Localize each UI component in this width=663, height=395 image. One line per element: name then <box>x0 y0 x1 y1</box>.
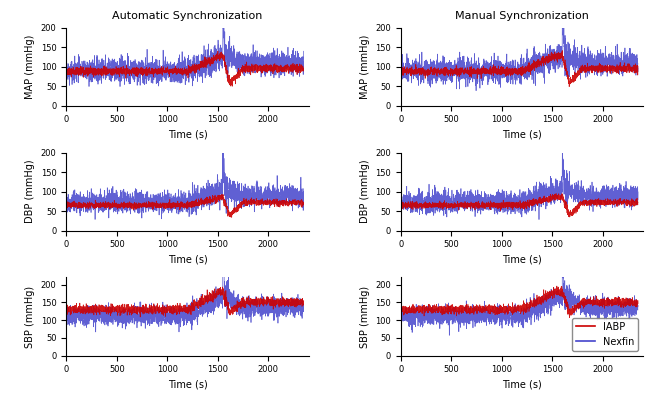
Y-axis label: DBP (mmHg): DBP (mmHg) <box>360 160 370 224</box>
Y-axis label: SBP (mmHg): SBP (mmHg) <box>25 286 35 348</box>
X-axis label: Time (s): Time (s) <box>502 255 542 265</box>
X-axis label: Time (s): Time (s) <box>168 380 208 390</box>
Y-axis label: MAP (mmHg): MAP (mmHg) <box>25 34 35 99</box>
Y-axis label: MAP (mmHg): MAP (mmHg) <box>360 34 370 99</box>
X-axis label: Time (s): Time (s) <box>502 130 542 140</box>
Title: Automatic Synchronization: Automatic Synchronization <box>112 11 263 21</box>
X-axis label: Time (s): Time (s) <box>168 130 208 140</box>
Y-axis label: DBP (mmHg): DBP (mmHg) <box>25 160 35 224</box>
X-axis label: Time (s): Time (s) <box>502 380 542 390</box>
X-axis label: Time (s): Time (s) <box>168 255 208 265</box>
Y-axis label: SBP (mmHg): SBP (mmHg) <box>360 286 370 348</box>
Legend: IABP, Nexfin: IABP, Nexfin <box>572 318 638 351</box>
Title: Manual Synchronization: Manual Synchronization <box>455 11 589 21</box>
